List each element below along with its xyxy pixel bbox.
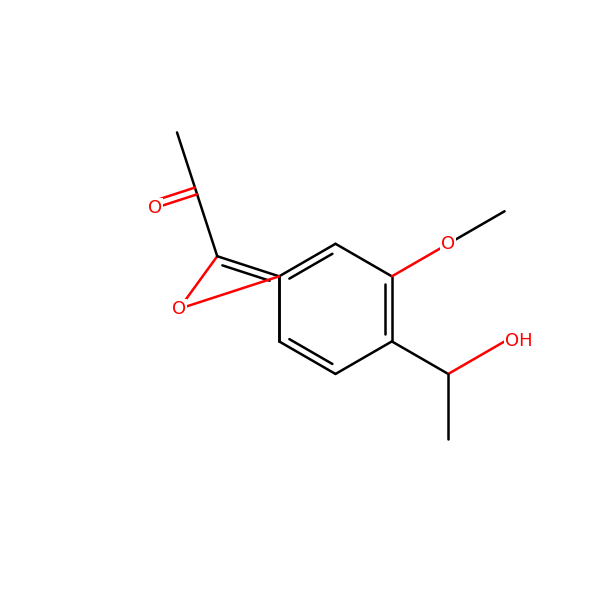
Text: O: O bbox=[172, 300, 186, 318]
Text: O: O bbox=[441, 235, 455, 253]
Text: O: O bbox=[148, 199, 162, 217]
Text: OH: OH bbox=[505, 332, 532, 350]
